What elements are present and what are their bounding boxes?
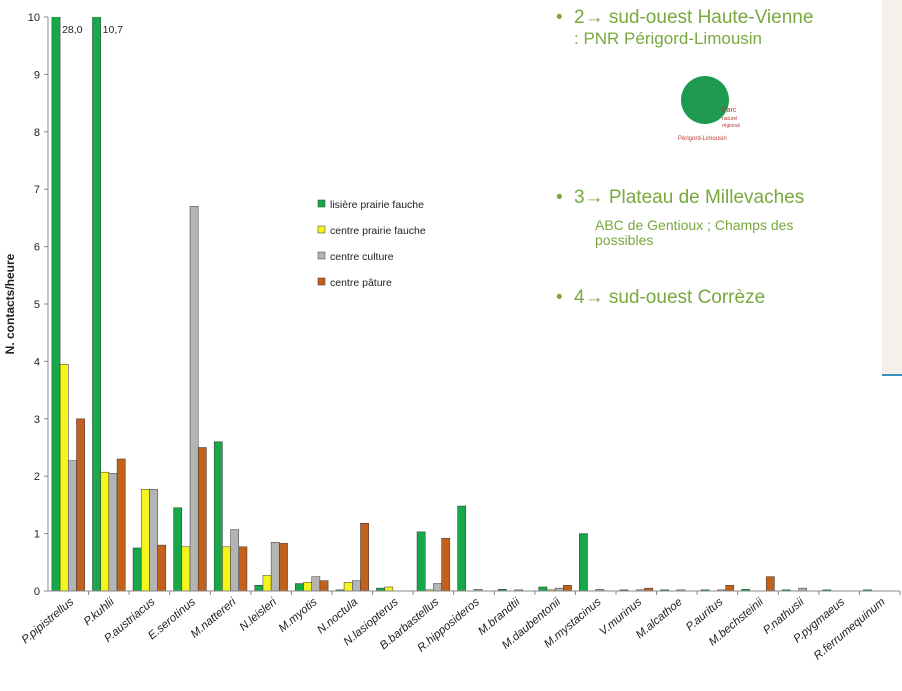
bar — [295, 583, 304, 591]
bar — [189, 206, 199, 591]
bar — [579, 533, 588, 591]
bar — [433, 583, 442, 591]
x-tick-label: R.ferrumequinum — [812, 596, 888, 663]
x-tick-label: M.nattereri — [189, 596, 239, 641]
value-label: 28,0 — [62, 24, 83, 36]
bar — [303, 582, 312, 591]
bar — [222, 546, 231, 591]
legend-swatch — [317, 277, 326, 286]
y-tick-label: 7 — [34, 184, 40, 196]
x-tick-label: N.leisleri — [238, 596, 280, 634]
legend-label: centre culture — [330, 251, 394, 263]
bar — [132, 547, 142, 591]
x-tick-label: M.myotis — [277, 596, 320, 635]
bar — [798, 587, 808, 591]
y-tick-label: 1 — [34, 529, 40, 541]
bar — [181, 546, 191, 591]
bullet: • — [556, 287, 563, 308]
slide-item: 3→ Plateau de Millevaches — [574, 187, 805, 208]
legend-label: centre prairie fauche — [330, 225, 426, 237]
bar — [116, 458, 126, 591]
slide-item: 2→ sud-ouest Haute-Vienne: PNR Périgord-… — [574, 7, 813, 49]
bar — [59, 364, 69, 591]
bar — [441, 537, 451, 591]
bar — [197, 447, 207, 591]
logo-text: Périgord-Limousin — [678, 136, 727, 142]
bar — [644, 587, 653, 591]
bar — [311, 576, 321, 591]
bar — [384, 586, 394, 591]
y-tick-label: 6 — [34, 242, 40, 254]
bar — [725, 585, 735, 591]
y-tick-label: 9 — [34, 69, 40, 81]
bar — [68, 460, 77, 591]
bar — [595, 589, 605, 591]
bar — [238, 546, 248, 591]
logo-text: régional — [722, 123, 740, 129]
bar — [51, 17, 61, 591]
bar — [360, 523, 369, 591]
y-tick-label: 8 — [34, 127, 40, 139]
y-tick-label: 3 — [34, 414, 40, 426]
bar — [457, 505, 467, 591]
legend-label: lisière prairie fauche — [330, 199, 424, 211]
x-tick-label: P.kuhlii — [82, 596, 117, 628]
bar — [352, 580, 361, 591]
slide-sub: ABC de Gentioux ; Champs des possibles — [595, 217, 794, 248]
bar — [108, 473, 118, 591]
bar — [343, 582, 353, 591]
bar — [140, 489, 150, 591]
bar — [173, 507, 183, 591]
bar — [563, 585, 572, 591]
bar — [262, 575, 272, 591]
bar — [538, 586, 548, 591]
bar — [279, 543, 288, 591]
bar — [319, 580, 329, 591]
bar — [254, 585, 264, 591]
logo-text: Parc — [722, 107, 737, 114]
bar — [230, 529, 240, 591]
y-tick-label: 2 — [34, 471, 40, 483]
legend-swatch — [317, 225, 326, 234]
legend-swatch — [317, 199, 326, 208]
y-tick-label: 5 — [34, 299, 40, 311]
y-tick-label: 10 — [28, 12, 40, 24]
logo — [681, 76, 729, 124]
bullet: • — [556, 7, 563, 28]
legend-label: centre pâture — [330, 277, 392, 289]
y-tick-label: 4 — [34, 356, 40, 368]
y-axis-label: N. contacts/heure — [3, 253, 17, 354]
bar — [473, 589, 483, 591]
bar — [270, 541, 280, 591]
value-label: 10,7 — [103, 24, 124, 36]
bar — [76, 418, 85, 591]
bar — [497, 589, 507, 591]
slide-line: : PNR Périgord-Limousin — [574, 29, 763, 48]
map-fragment — [882, 0, 902, 375]
bar — [741, 589, 751, 591]
legend-swatch — [317, 251, 326, 260]
bar — [157, 544, 167, 591]
slide-item: 4→ sud-ouest Corrèze — [574, 287, 766, 308]
y-tick-label: 0 — [34, 586, 40, 598]
slide-line: 2→ sud-ouest Haute-Vienne — [574, 7, 814, 28]
bar — [149, 489, 158, 591]
bar — [213, 441, 223, 591]
bar — [100, 471, 110, 591]
x-tick-label: P.pipistrellus — [20, 596, 77, 646]
bar — [765, 576, 775, 591]
bar — [92, 17, 101, 591]
bar — [416, 531, 426, 591]
logo-text: naturel — [722, 116, 737, 122]
bullet: • — [556, 187, 563, 208]
